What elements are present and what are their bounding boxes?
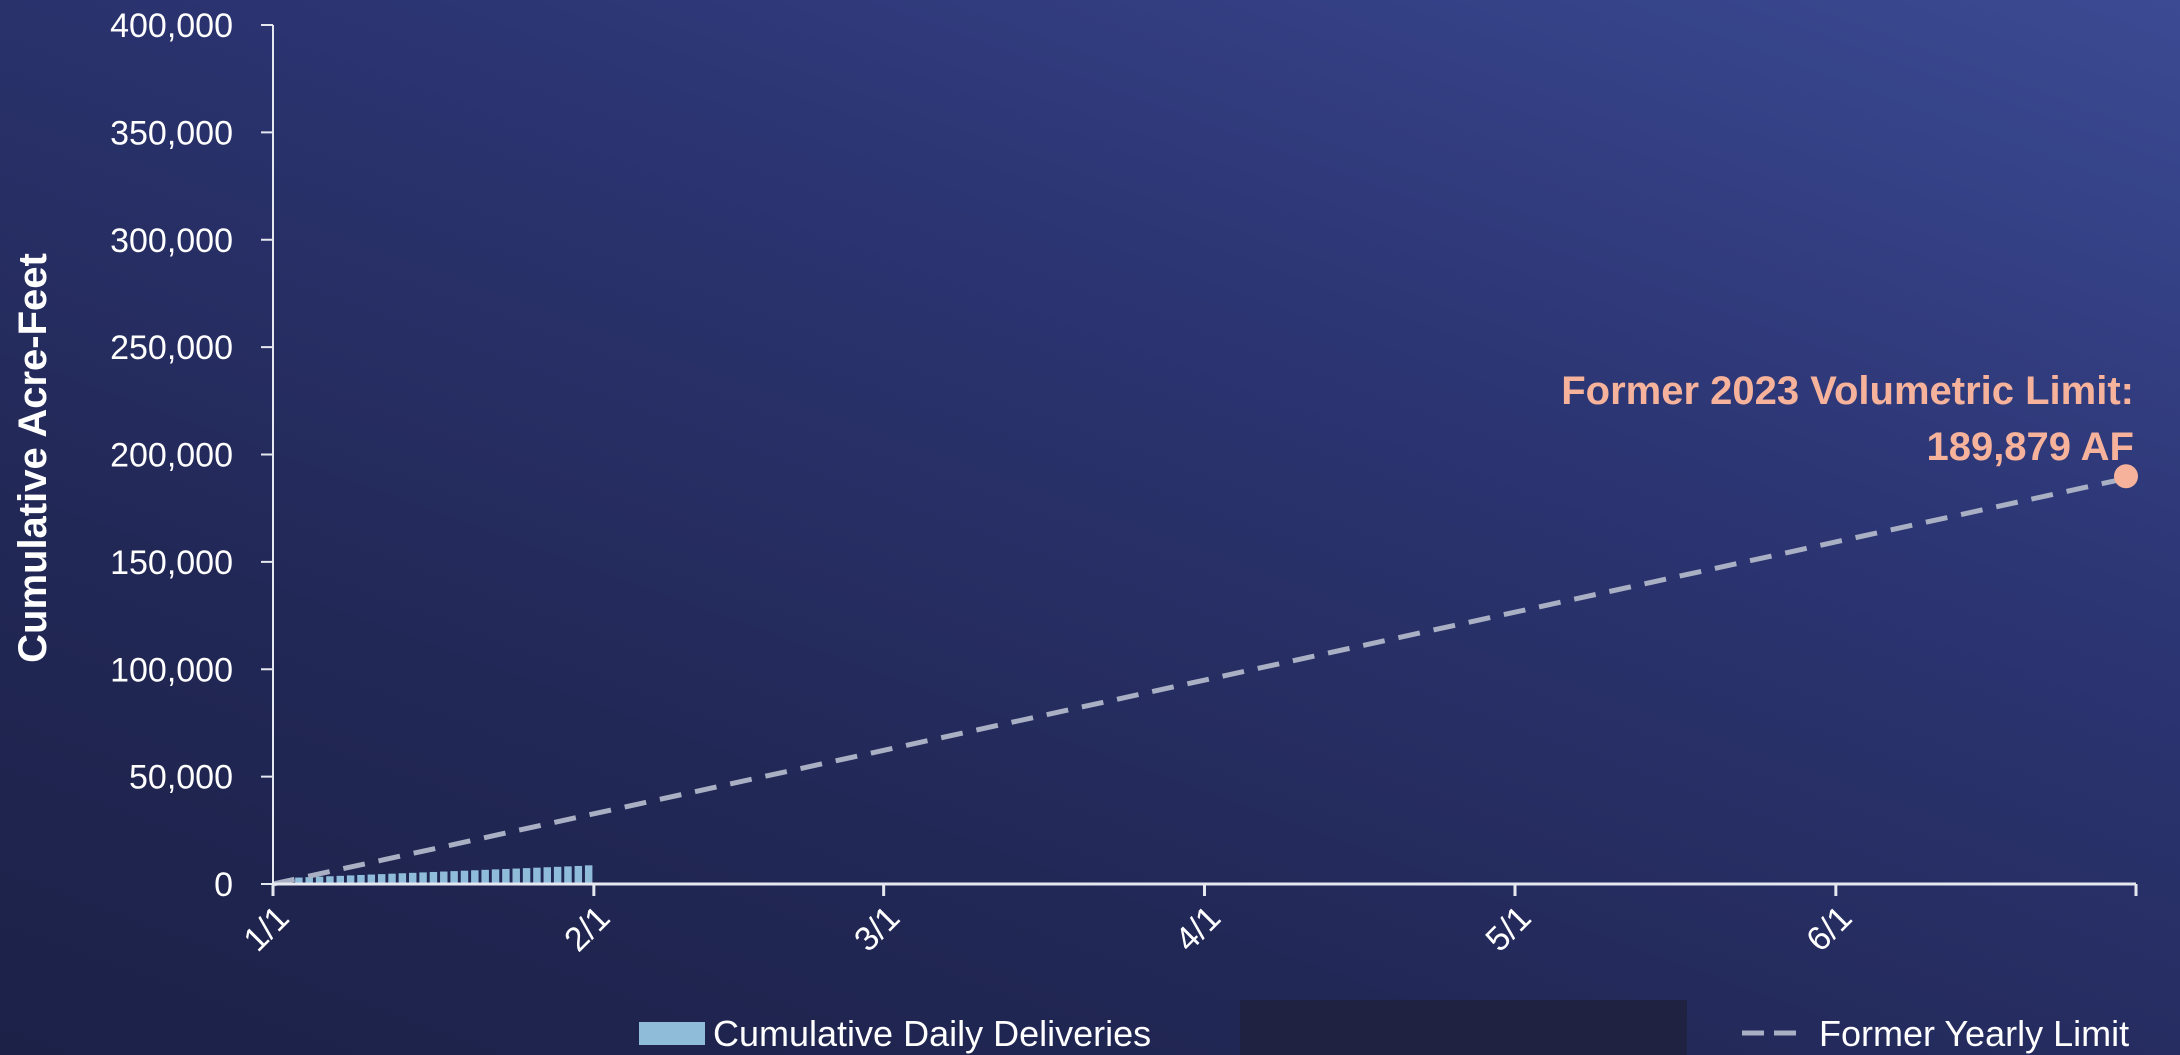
delivery-bar (471, 870, 479, 884)
delivery-bar (460, 870, 469, 884)
y-tick-label: 50,000 (129, 759, 233, 797)
delivery-bar (512, 868, 520, 884)
annotation-limit-line-2: 189,879 AF (1926, 425, 2134, 469)
y-tick-label: 250,000 (110, 329, 233, 367)
y-tick-label: 200,000 (110, 437, 233, 475)
annotation-limit-line-1: Former 2023 Volumetric Limit: (1561, 369, 2134, 413)
x-tick-label: 3/1 (847, 899, 907, 959)
y-tick-label: 300,000 (110, 222, 233, 260)
delivery-bar (357, 874, 365, 884)
delivery-bar (305, 877, 313, 884)
y-tick-label: 150,000 (110, 544, 233, 582)
delivery-bar (408, 872, 417, 884)
delivery-bar (419, 872, 427, 884)
delivery-bar (429, 871, 438, 884)
delivery-bar (388, 873, 396, 884)
delivery-bar (491, 869, 500, 884)
delivery-bar (502, 868, 510, 884)
y-tick-label: 0 (214, 866, 233, 904)
delivery-bar (326, 876, 334, 884)
legend-swatch-deliveries (639, 1022, 705, 1045)
delivery-bar (574, 865, 583, 884)
bars-layer (274, 865, 593, 884)
delivery-bar (367, 874, 376, 884)
delivery-bar (481, 869, 489, 884)
x-tick-label: 2/1 (557, 899, 617, 959)
x-tick-label: 4/1 (1168, 899, 1228, 959)
delivery-bar (295, 877, 303, 884)
delivery-bar (346, 875, 355, 884)
delivery-bar (564, 866, 572, 884)
x-ticks: 1/1 2/1 3/1 4/1 5/1 6/1 (236, 884, 2138, 959)
y-axis-title: Cumulative Acre-Feet (11, 253, 55, 663)
legend: Cumulative Daily Deliveries Former Yearl… (639, 1000, 2129, 1055)
delivery-bar (584, 865, 593, 884)
y-ticks: 0 50,000 100,000 150,000 200,000 250,000 300,0… (110, 7, 273, 904)
former-yearly-limit-line (272, 473, 2137, 887)
y-tick-label: 350,000 (110, 114, 233, 152)
x-tick-label: 1/1 (236, 899, 296, 959)
delivery-bar (398, 873, 407, 884)
delivery-bar (336, 875, 345, 884)
y-tick-label: 100,000 (110, 651, 233, 689)
delivery-bar (377, 874, 386, 884)
delivery-bar (553, 866, 562, 884)
delivery-bar (533, 867, 541, 884)
legend-label-limit: Former Yearly Limit (1819, 1013, 2129, 1054)
delivery-bar (315, 876, 324, 884)
legend-label-deliveries: Cumulative Daily Deliveries (713, 1013, 1151, 1054)
delivery-bar (522, 868, 531, 884)
x-tick-label: 5/1 (1478, 899, 1538, 959)
volumetric-limit-marker (2114, 464, 2138, 489)
y-tick-label: 400,000 (110, 7, 233, 45)
delivery-bar (543, 867, 552, 884)
legend-gap-box (1240, 1000, 1687, 1055)
delivery-bar (450, 871, 458, 884)
delivery-bar (440, 871, 448, 884)
x-tick-label: 6/1 (1799, 899, 1859, 959)
